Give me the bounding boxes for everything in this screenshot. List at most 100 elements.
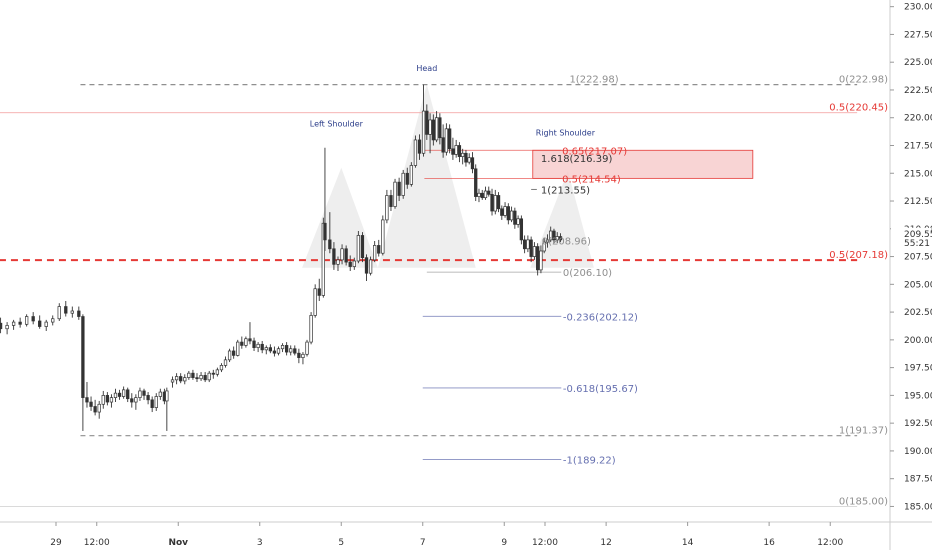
fib-label: 0.5(214.54) — [562, 174, 621, 185]
candle-body — [444, 128, 449, 153]
y-tick-label: 192.50 — [904, 419, 932, 429]
candle-body — [260, 343, 264, 351]
candle-body — [401, 172, 405, 196]
pattern-layer — [302, 84, 594, 268]
candle-body — [89, 401, 93, 407]
x-tick-label: 12:00 — [817, 538, 843, 548]
candle-body — [516, 218, 520, 225]
candle-body — [480, 192, 484, 199]
candle-body — [289, 348, 293, 353]
candle-body — [451, 148, 455, 155]
candle-body — [336, 259, 340, 265]
candle-body — [309, 315, 313, 343]
candle-body — [199, 375, 203, 380]
candle-body — [130, 398, 134, 403]
candle-body — [313, 288, 317, 316]
candle-body — [522, 239, 527, 250]
price-badge-bg — [891, 237, 931, 250]
candle-body — [297, 352, 301, 358]
candle-body — [477, 192, 481, 197]
candle-body — [509, 210, 514, 221]
candle-body — [134, 397, 138, 403]
candle-body — [219, 365, 224, 371]
fib-label: -0.618(195.67) — [563, 384, 638, 395]
candle-body — [496, 195, 501, 210]
y-tick-label: 205.00 — [904, 280, 932, 290]
y-tick-label: 225.00 — [904, 58, 932, 68]
candle-body — [284, 345, 289, 353]
candle-body — [195, 377, 199, 380]
candle-body — [405, 172, 409, 185]
candle-body — [438, 117, 442, 139]
candle-body — [187, 372, 191, 378]
candle-body — [44, 321, 48, 327]
candle-body — [85, 397, 89, 403]
candle-body — [154, 396, 158, 408]
level-label: 0.5(207.18) — [829, 250, 888, 261]
candle-body — [31, 316, 35, 322]
candle-body — [545, 239, 550, 243]
candle-body — [113, 392, 118, 398]
x-tick-label: 29 — [50, 538, 62, 548]
candle-body — [18, 321, 22, 325]
candle-body — [109, 397, 114, 403]
candle-body — [348, 261, 352, 267]
candle-body — [425, 110, 429, 135]
candle-body — [464, 152, 468, 163]
candle-body — [207, 372, 211, 381]
y-tick-label: 202.50 — [904, 308, 932, 318]
fib-label: 0(208.96) — [542, 236, 591, 247]
y-tick-label: 207.50 — [904, 253, 932, 263]
candle-body — [457, 145, 462, 157]
candle-body — [203, 375, 207, 381]
candle-body — [467, 157, 471, 163]
candle-body — [500, 208, 504, 216]
candle-body — [170, 379, 175, 383]
y-tick-label: 195.00 — [904, 391, 932, 401]
candle-body — [344, 248, 348, 263]
candle-body — [97, 403, 101, 413]
level-label: 0.5(220.45) — [829, 103, 888, 114]
candle-body — [51, 318, 55, 323]
candle-body — [179, 376, 183, 382]
candle-body — [454, 145, 458, 155]
candle-body — [323, 222, 327, 241]
y-tick-label: 212.50 — [904, 197, 932, 207]
candle-body — [413, 139, 418, 166]
candle-body — [240, 341, 244, 346]
x-tick-label: 12:00 — [532, 538, 558, 548]
x-tick-label: 12 — [600, 538, 611, 548]
target-zone-layer — [532, 149, 754, 179]
y-tick-label: 197.50 — [904, 364, 932, 374]
candle-body — [117, 392, 122, 397]
x-tick-label: 3 — [257, 538, 263, 548]
level-label: 0(185.00) — [839, 496, 888, 507]
candle-body — [555, 236, 559, 241]
head-shoulders-shape — [302, 84, 594, 268]
candle-body — [105, 395, 109, 403]
candle-body — [81, 316, 85, 398]
candle-body — [552, 230, 556, 241]
price-badge-label: 209.55 — [904, 230, 932, 240]
y-tick-label: 185.00 — [904, 502, 932, 512]
x-tick-label: 5 — [338, 538, 344, 548]
price-badge-label: 55:21 — [904, 239, 930, 249]
candle-body — [146, 395, 150, 401]
y-tick-label: 220.00 — [904, 114, 932, 124]
candle-body — [11, 321, 16, 326]
x-tick-label: 7 — [420, 538, 426, 548]
candle-body — [364, 257, 369, 274]
candle-body — [381, 219, 385, 254]
candle-body — [532, 246, 537, 257]
fib-label: -1(189.22) — [563, 456, 616, 467]
level-label: 0(222.98) — [839, 75, 888, 86]
level-label: 1(222.98) — [569, 75, 618, 86]
candle-body — [280, 345, 285, 350]
candle-body — [142, 390, 146, 396]
candle-body — [183, 377, 187, 382]
y-tick-label: 230.00 — [904, 3, 932, 13]
fib-label: -0.236(202.12) — [563, 312, 638, 323]
